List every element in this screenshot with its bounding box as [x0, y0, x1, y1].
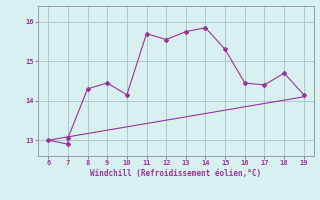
X-axis label: Windchill (Refroidissement éolien,°C): Windchill (Refroidissement éolien,°C) [91, 169, 261, 178]
